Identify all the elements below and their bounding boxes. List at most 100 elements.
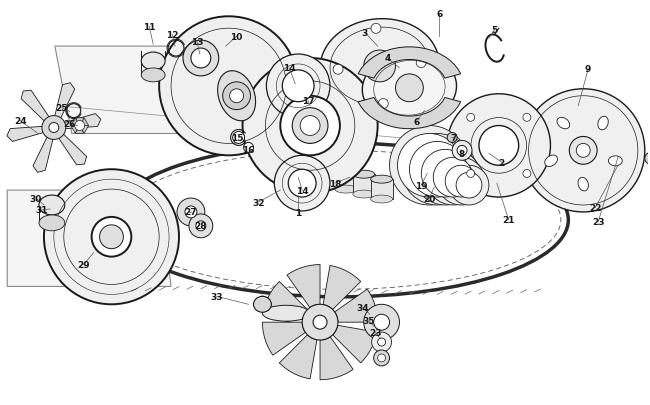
Polygon shape: [75, 119, 84, 126]
Ellipse shape: [141, 53, 165, 71]
Ellipse shape: [263, 305, 310, 322]
Ellipse shape: [353, 191, 374, 198]
Circle shape: [421, 150, 469, 198]
Circle shape: [413, 142, 477, 205]
Text: 24: 24: [14, 117, 27, 126]
Circle shape: [437, 158, 485, 205]
Circle shape: [313, 315, 327, 329]
Polygon shape: [75, 126, 84, 134]
Polygon shape: [71, 126, 80, 134]
Polygon shape: [80, 126, 88, 134]
Circle shape: [395, 75, 423, 102]
Circle shape: [280, 96, 340, 156]
Circle shape: [425, 150, 481, 205]
Circle shape: [233, 132, 244, 144]
Circle shape: [577, 144, 590, 158]
Text: 35: 35: [363, 316, 375, 325]
Polygon shape: [335, 170, 357, 190]
Circle shape: [223, 83, 250, 111]
Text: 29: 29: [77, 260, 90, 269]
Text: 4: 4: [384, 54, 391, 63]
Polygon shape: [33, 136, 53, 173]
Text: 14: 14: [296, 186, 309, 195]
Ellipse shape: [141, 69, 165, 83]
Circle shape: [456, 173, 482, 198]
Circle shape: [452, 141, 472, 161]
Circle shape: [364, 51, 395, 83]
Circle shape: [99, 225, 124, 249]
Circle shape: [371, 24, 381, 34]
Circle shape: [467, 170, 474, 178]
Circle shape: [447, 94, 551, 198]
Circle shape: [364, 305, 400, 340]
Circle shape: [645, 153, 650, 165]
Ellipse shape: [39, 215, 65, 231]
Ellipse shape: [598, 117, 608, 130]
Circle shape: [242, 59, 378, 194]
Text: 25: 25: [55, 104, 68, 113]
Circle shape: [378, 354, 385, 362]
Circle shape: [282, 71, 314, 102]
Text: 23: 23: [592, 218, 604, 227]
Polygon shape: [280, 335, 317, 379]
Ellipse shape: [335, 185, 357, 194]
Text: 12: 12: [166, 31, 178, 40]
Circle shape: [44, 170, 179, 305]
Circle shape: [398, 134, 461, 198]
Polygon shape: [21, 91, 50, 123]
Ellipse shape: [218, 72, 255, 122]
Ellipse shape: [370, 176, 393, 184]
Circle shape: [274, 156, 330, 211]
Ellipse shape: [254, 296, 271, 313]
Circle shape: [523, 170, 531, 178]
Circle shape: [49, 123, 59, 133]
Text: 28: 28: [194, 222, 207, 231]
Circle shape: [416, 59, 426, 68]
Polygon shape: [323, 266, 361, 310]
Text: 34: 34: [356, 303, 369, 312]
Polygon shape: [80, 119, 88, 126]
Circle shape: [522, 90, 645, 212]
Text: 7: 7: [450, 134, 456, 143]
Circle shape: [302, 305, 338, 340]
Text: 3: 3: [361, 29, 368, 38]
Ellipse shape: [578, 178, 588, 192]
Text: 23: 23: [369, 328, 382, 337]
Polygon shape: [370, 180, 393, 200]
Text: 11: 11: [143, 23, 155, 32]
Circle shape: [402, 134, 473, 205]
Circle shape: [244, 143, 254, 153]
Text: 8: 8: [459, 149, 465, 158]
Text: 13: 13: [190, 38, 203, 47]
Circle shape: [523, 114, 531, 122]
Circle shape: [569, 137, 597, 165]
Polygon shape: [71, 119, 80, 126]
Text: 16: 16: [242, 145, 255, 154]
Circle shape: [42, 116, 66, 140]
Ellipse shape: [353, 171, 374, 179]
Polygon shape: [62, 114, 101, 130]
Circle shape: [374, 350, 389, 366]
Ellipse shape: [557, 118, 569, 130]
Polygon shape: [7, 127, 45, 142]
Ellipse shape: [39, 196, 65, 215]
Polygon shape: [333, 326, 377, 363]
Polygon shape: [58, 134, 86, 165]
Text: 33: 33: [211, 292, 223, 301]
Circle shape: [447, 133, 457, 143]
Text: 2: 2: [499, 158, 505, 167]
Text: 18: 18: [329, 179, 341, 188]
Circle shape: [467, 114, 474, 122]
Polygon shape: [287, 265, 320, 308]
Circle shape: [189, 214, 213, 238]
Text: 9: 9: [585, 65, 592, 74]
Circle shape: [445, 166, 477, 198]
Text: 15: 15: [231, 134, 244, 143]
Circle shape: [191, 49, 211, 69]
Text: 21: 21: [502, 216, 515, 225]
Ellipse shape: [335, 166, 357, 174]
Circle shape: [300, 116, 320, 136]
Circle shape: [333, 65, 343, 75]
Polygon shape: [335, 290, 378, 322]
Circle shape: [372, 332, 391, 352]
